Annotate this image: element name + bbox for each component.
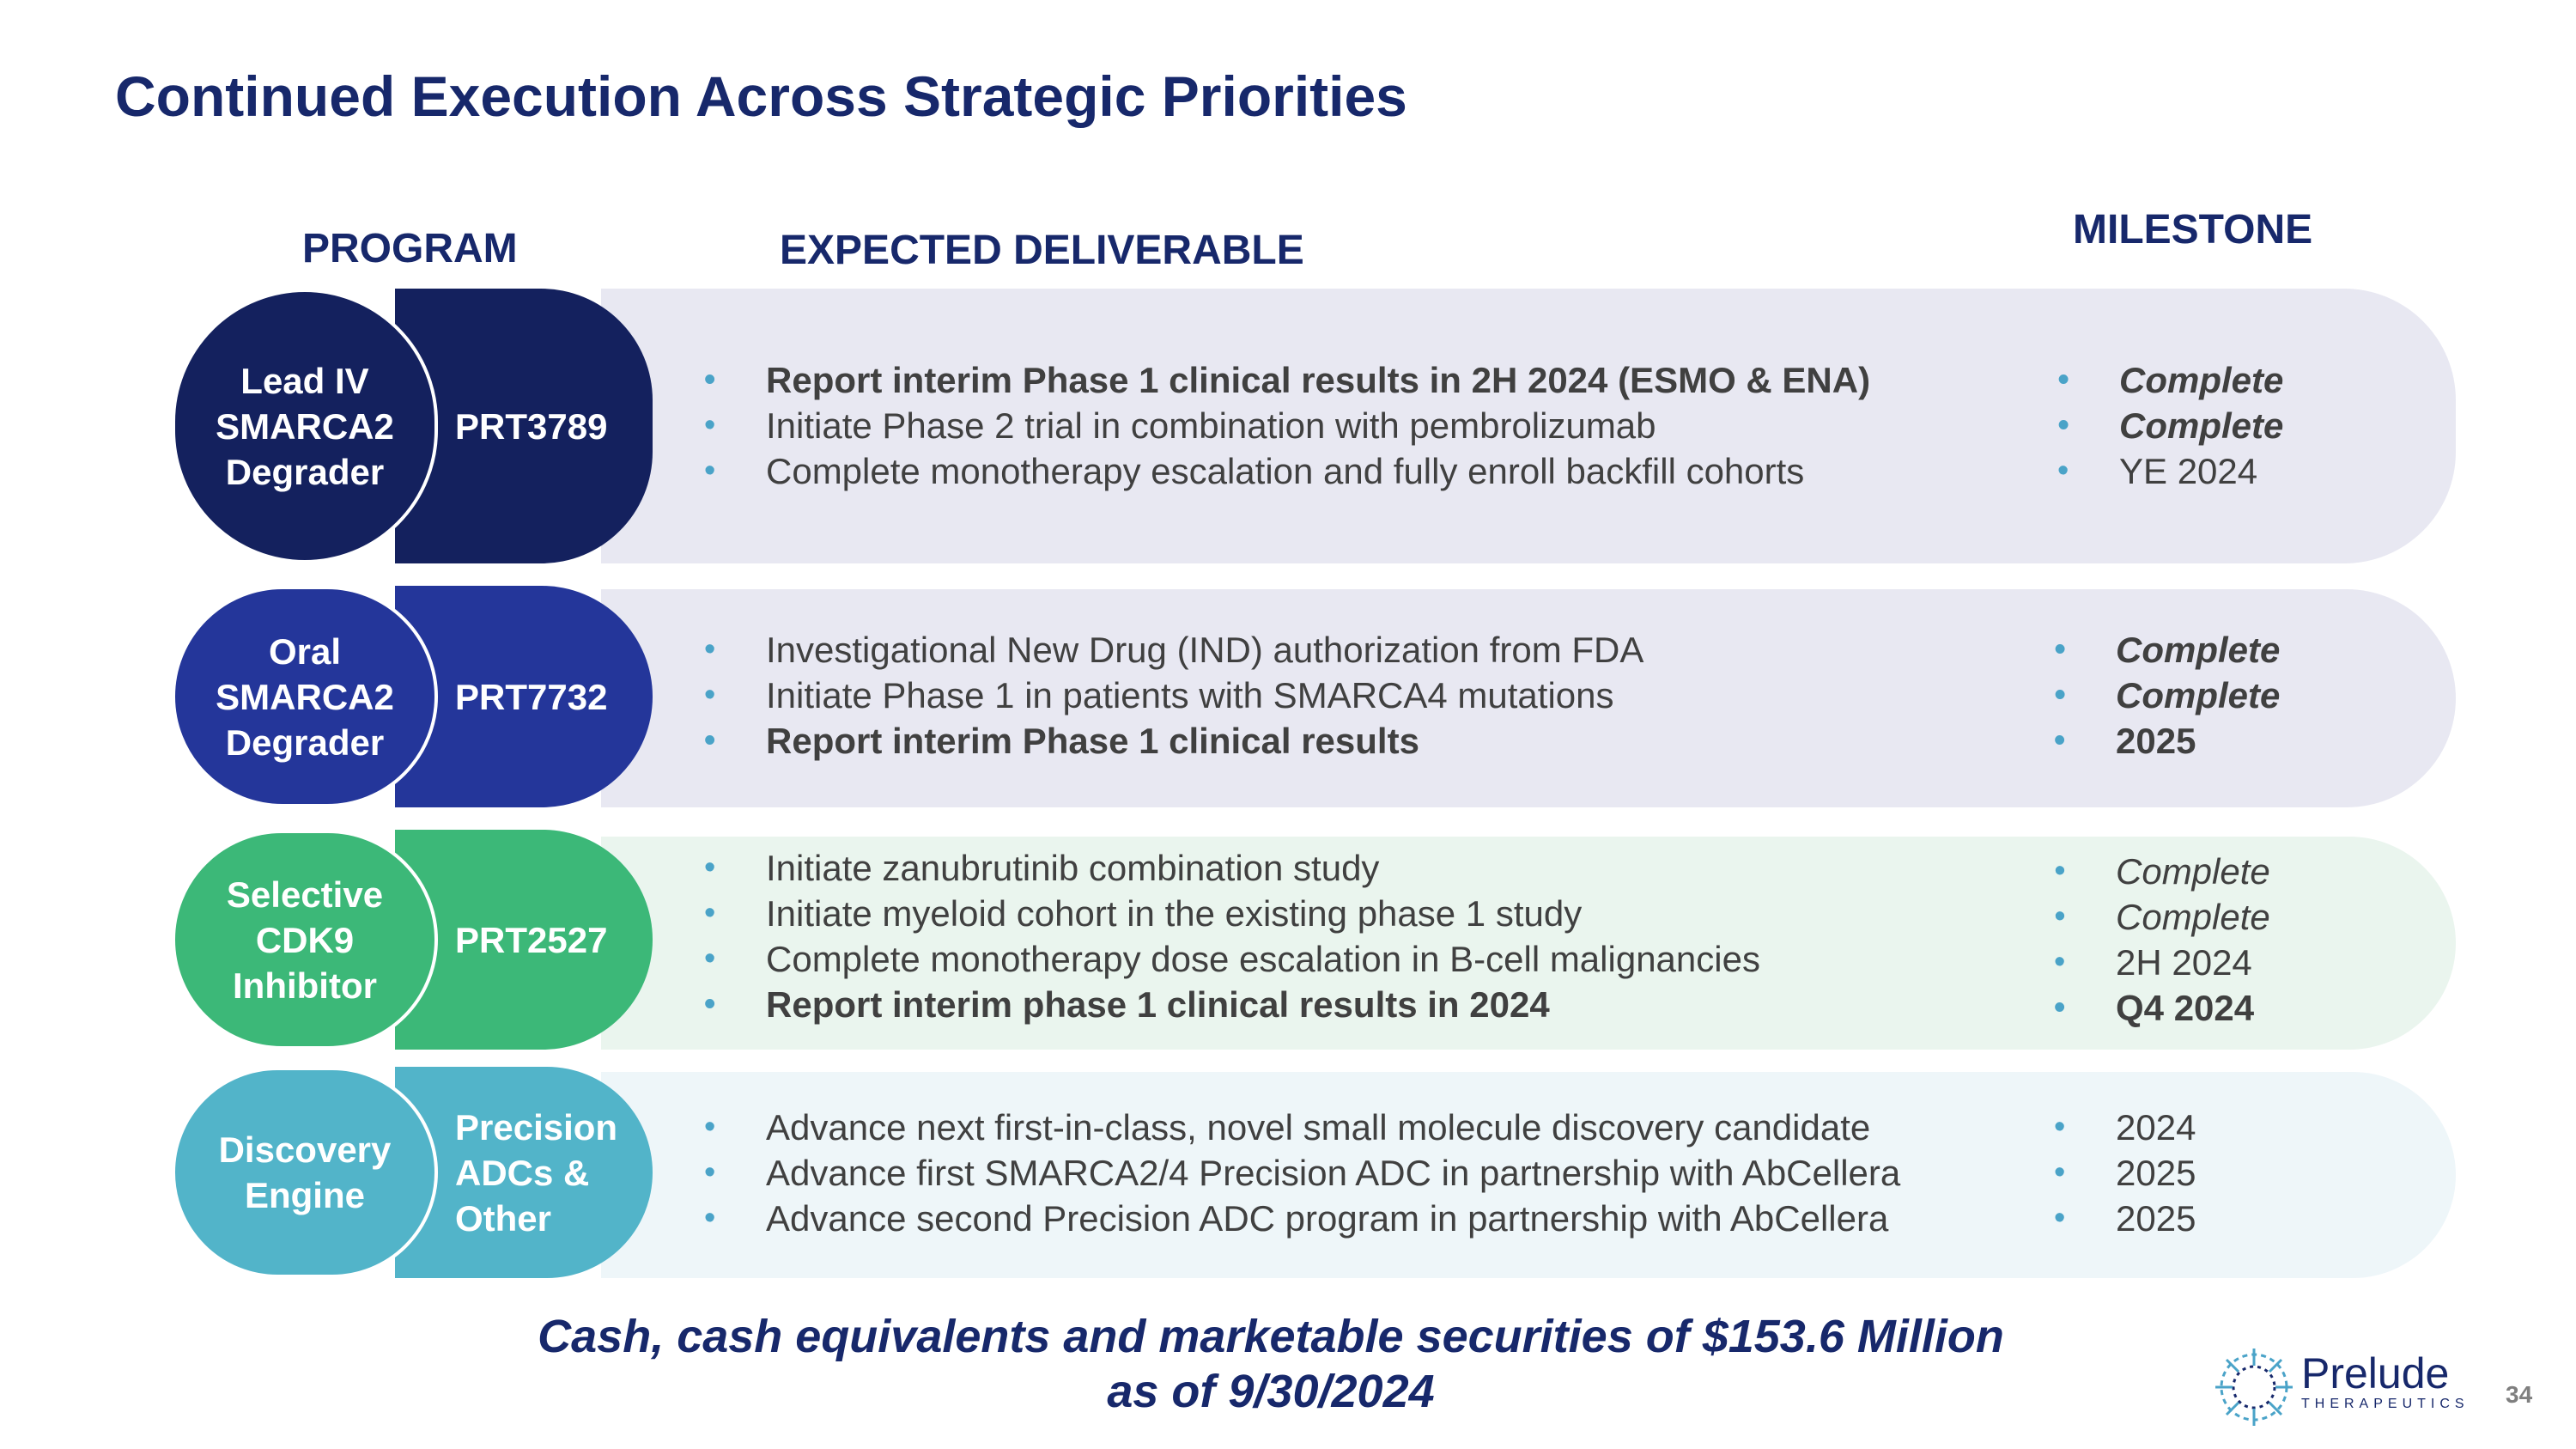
program-row-prt3789: Lead IV SMARCA2 Degrader PRT3789 Report … — [0, 289, 2576, 563]
program-code: PRT3789 — [455, 405, 608, 447]
deliverable-list: Initiate zanubrutinib combination study … — [704, 845, 1760, 1027]
program-header: PROGRAM — [302, 226, 518, 271]
program-label: Lead IV SMARCA2 Degrader — [216, 360, 394, 492]
deliverable-header: EXPECTED DELIVERABLE — [780, 228, 1304, 273]
program-pill: Selective CDK9 Inhibitor — [172, 830, 653, 1050]
deliverable-item: Initiate Phase 2 trial in combination wi… — [704, 403, 1870, 448]
program-code: Precision ADCs & Other — [455, 1106, 618, 1239]
prelude-logo: Prelude THERAPEUTICS — [2301, 1350, 2470, 1412]
deliverable-item: Advance next first-in-class, novel small… — [704, 1105, 1900, 1150]
deliverable-item: Complete monotherapy escalation and full… — [704, 448, 1870, 494]
milestone-item: 2024 — [2054, 1105, 2196, 1150]
program-row-prt7732: Oral SMARCA2 Degrader PRT7732 Investigat… — [0, 586, 2576, 807]
cash-summary-line2: as of 9/30/2024 — [1107, 1366, 1435, 1417]
program-label: Discovery Engine — [218, 1129, 392, 1215]
milestone-header: MILESTONE — [2073, 207, 2313, 253]
logo-sub: THERAPEUTICS — [2301, 1397, 2470, 1411]
deliverable-list: Report interim Phase 1 clinical results … — [704, 357, 1870, 494]
program-label-circle: Lead IV SMARCA2 Degrader — [172, 289, 438, 563]
milestone-item: YE 2024 — [2057, 448, 2283, 494]
milestone-item: 2025 — [2054, 718, 2280, 764]
deliverable-item: Report interim phase 1 clinical results … — [704, 982, 1760, 1027]
milestone-list: Complete Complete YE 2024 — [2057, 357, 2283, 494]
milestone-item: Complete — [2057, 357, 2283, 403]
deliverable-item: Advance second Precision ADC program in … — [704, 1196, 1900, 1241]
deliverable-item: Initiate myeloid cohort in the existing … — [704, 891, 1760, 936]
milestone-list: Complete Complete 2H 2024 Q4 2024 — [2054, 849, 2270, 1031]
logo-name: Prelude — [2301, 1349, 2450, 1397]
cash-summary-line1: Cash, cash equivalents and marketable se… — [538, 1311, 2004, 1362]
deliverable-item: Complete monotherapy dose escalation in … — [704, 936, 1760, 982]
milestone-item: Q4 2024 — [2054, 985, 2270, 1031]
milestone-item: Complete — [2057, 403, 2283, 448]
deliverable-item: Report interim Phase 1 clinical results … — [704, 357, 1870, 403]
milestone-item: Complete — [2054, 627, 2280, 673]
deliverable-item: Report interim Phase 1 clinical results — [704, 718, 1643, 764]
milestone-item: 2025 — [2054, 1196, 2196, 1241]
deliverable-list: Investigational New Drug (IND) authoriza… — [704, 627, 1643, 764]
program-label: Oral SMARCA2 Degrader — [216, 630, 394, 763]
milestone-item: 2H 2024 — [2054, 940, 2270, 985]
milestone-item: Complete — [2054, 894, 2270, 940]
deliverable-item: Initiate zanubrutinib combination study — [704, 845, 1760, 891]
milestone-item: Complete — [2054, 673, 2280, 718]
prelude-logo-icon — [2215, 1349, 2293, 1426]
program-row-discovery: Discovery Engine Precision ADCs & Other … — [0, 1067, 2576, 1278]
program-pill: Oral SMARCA2 Degrader — [172, 586, 653, 807]
cash-summary: Cash, cash equivalents and marketable se… — [0, 1309, 2542, 1419]
deliverable-item: Initiate Phase 1 in patients with SMARCA… — [704, 673, 1643, 718]
program-label-circle: Oral SMARCA2 Degrader — [172, 586, 438, 807]
program-label-circle: Selective CDK9 Inhibitor — [172, 830, 438, 1050]
program-row-prt2527: Selective CDK9 Inhibitor PRT2527 Initiat… — [0, 830, 2576, 1050]
program-code: PRT2527 — [455, 919, 608, 960]
page-number: 34 — [2506, 1381, 2533, 1408]
program-pill: Discovery Engine — [172, 1067, 653, 1278]
program-label-circle: Discovery Engine — [172, 1067, 438, 1278]
milestone-item: Complete — [2054, 849, 2270, 894]
milestone-list: Complete Complete 2025 — [2054, 627, 2280, 764]
milestone-list: 2024 2025 2025 — [2054, 1105, 2196, 1241]
deliverable-list: Advance next first-in-class, novel small… — [704, 1105, 1900, 1241]
deliverable-item: Investigational New Drug (IND) authoriza… — [704, 627, 1643, 673]
program-code: PRT7732 — [455, 676, 608, 717]
program-label: Selective CDK9 Inhibitor — [226, 874, 384, 1006]
program-pill: Lead IV SMARCA2 Degrader — [172, 289, 653, 563]
milestone-item: 2025 — [2054, 1150, 2196, 1196]
deliverable-item: Advance first SMARCA2/4 Precision ADC in… — [704, 1150, 1900, 1196]
page-title: Continued Execution Across Strategic Pri… — [115, 64, 1407, 128]
